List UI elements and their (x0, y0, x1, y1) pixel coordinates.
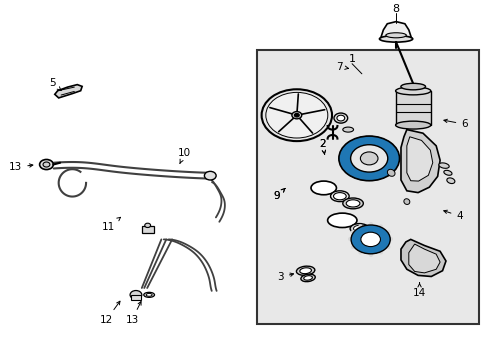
Circle shape (291, 112, 301, 119)
Polygon shape (400, 239, 445, 276)
Text: 8: 8 (392, 4, 399, 14)
Text: 11: 11 (102, 217, 120, 232)
Polygon shape (408, 244, 439, 273)
Circle shape (336, 115, 344, 121)
Polygon shape (406, 137, 432, 181)
Ellipse shape (300, 274, 315, 282)
Bar (256, 50, 478, 324)
Ellipse shape (385, 33, 406, 38)
Ellipse shape (443, 170, 451, 175)
Circle shape (360, 152, 377, 165)
Text: 2: 2 (319, 139, 325, 154)
Ellipse shape (143, 292, 154, 297)
Text: 13: 13 (125, 302, 141, 325)
Text: 1: 1 (348, 54, 355, 64)
Bar (142, 226, 153, 233)
Circle shape (204, 171, 216, 180)
Circle shape (294, 113, 299, 117)
Ellipse shape (299, 268, 311, 274)
Ellipse shape (310, 181, 336, 195)
Ellipse shape (342, 127, 353, 132)
Ellipse shape (327, 213, 356, 228)
Ellipse shape (349, 224, 368, 234)
Ellipse shape (330, 191, 348, 202)
Ellipse shape (395, 121, 430, 129)
Circle shape (144, 223, 150, 228)
Circle shape (350, 225, 389, 254)
Text: 4: 4 (443, 210, 462, 221)
Bar (395, 91, 430, 125)
Circle shape (350, 145, 387, 172)
Polygon shape (380, 22, 411, 39)
Circle shape (261, 89, 331, 141)
Polygon shape (400, 130, 439, 193)
Text: 13: 13 (9, 162, 33, 172)
Ellipse shape (386, 169, 394, 176)
Text: 3: 3 (277, 272, 293, 282)
Circle shape (40, 159, 53, 170)
Ellipse shape (403, 199, 409, 204)
Ellipse shape (342, 198, 363, 209)
Ellipse shape (303, 276, 312, 280)
Text: 12: 12 (100, 301, 120, 325)
Text: 9: 9 (273, 188, 285, 201)
Circle shape (43, 162, 50, 167)
Text: 14: 14 (412, 283, 426, 298)
Circle shape (360, 232, 380, 247)
Ellipse shape (446, 178, 454, 184)
Circle shape (265, 93, 327, 138)
Ellipse shape (333, 193, 346, 200)
Text: 2: 2 (319, 139, 325, 154)
Bar (131, 295, 141, 300)
Ellipse shape (346, 200, 359, 207)
Circle shape (351, 226, 388, 253)
Circle shape (338, 136, 399, 181)
Text: 6: 6 (443, 119, 467, 129)
Text: 7: 7 (335, 62, 348, 72)
Text: 5: 5 (49, 78, 61, 90)
Text: 9: 9 (273, 188, 285, 201)
Circle shape (130, 291, 142, 299)
Ellipse shape (353, 225, 365, 232)
Ellipse shape (400, 84, 425, 90)
Text: 10: 10 (178, 148, 191, 163)
Polygon shape (55, 85, 82, 98)
Circle shape (339, 137, 398, 180)
Ellipse shape (379, 36, 412, 42)
Ellipse shape (395, 87, 430, 95)
Ellipse shape (146, 293, 152, 296)
Ellipse shape (438, 163, 448, 168)
Circle shape (333, 113, 347, 123)
Ellipse shape (296, 266, 314, 275)
